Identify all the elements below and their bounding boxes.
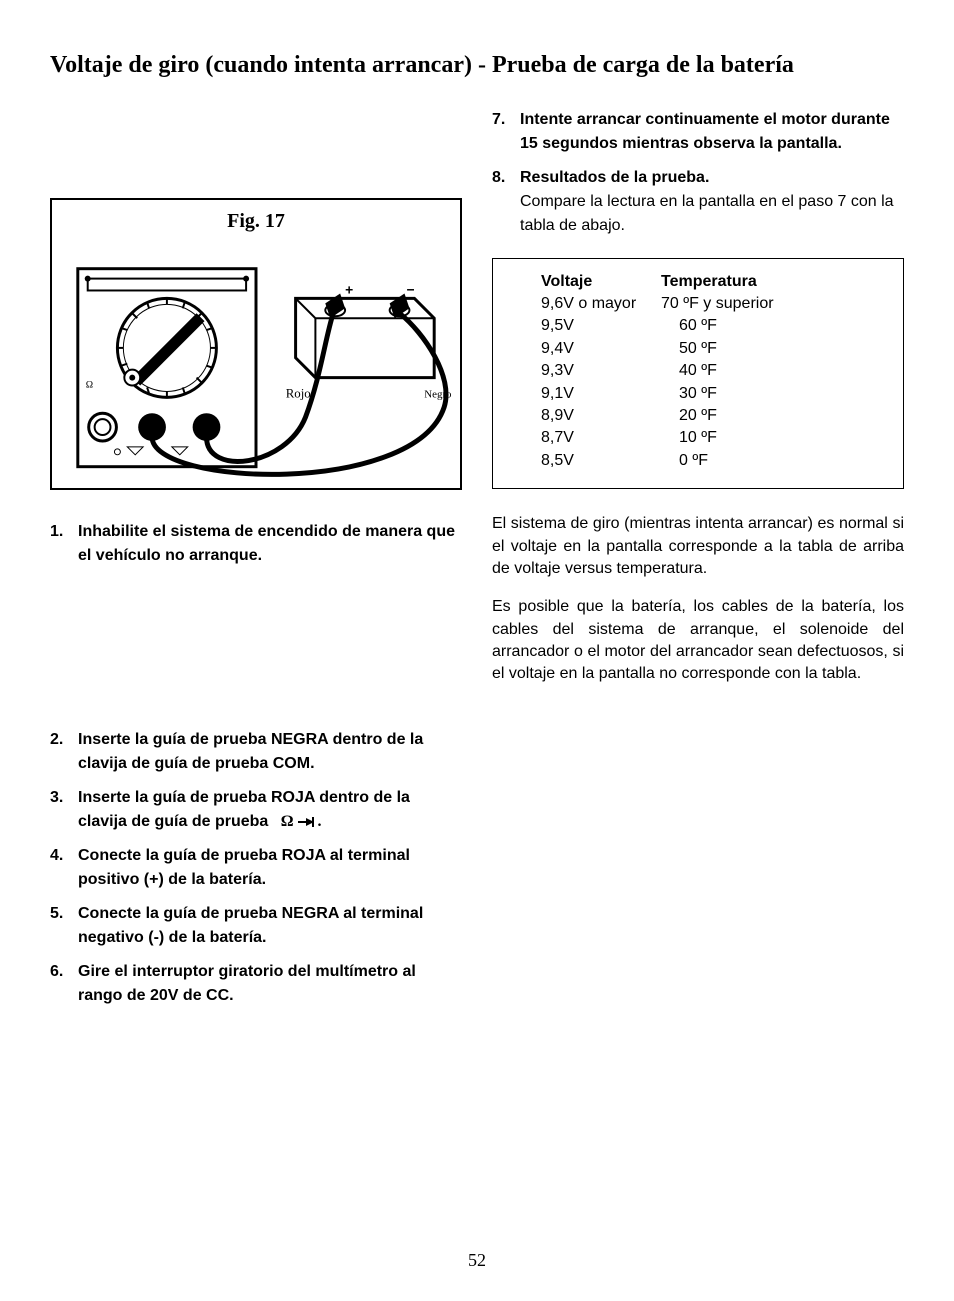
lead-black-label: Negro (424, 388, 452, 400)
right-column: Intente arrancar continuamente el motor … (492, 108, 904, 1018)
step-6-text: Gire el interruptor giratorio del multím… (78, 963, 416, 1004)
svg-text:+: + (345, 281, 353, 297)
step-2-text: Inserte la guía de prueba NEGRA dentro d… (78, 731, 423, 772)
cell-v: 9,6V o mayor (541, 293, 661, 315)
cell-v: 9,5V (541, 315, 661, 337)
steps-left: Inhabilite el sistema de encendido de ma… (50, 520, 462, 568)
step-5: Conecte la guía de prueba NEGRA al termi… (50, 902, 462, 950)
figure-caption: Fig. 17 (58, 210, 454, 233)
cell-t: 10 ºF (661, 427, 873, 449)
step-3: Inserte la guía de prueba ROJA dentro de… (50, 786, 462, 834)
table-row: 9,6V o mayor 70 ºF y superior (541, 293, 873, 315)
figure-box: Fig. 17 (50, 198, 462, 490)
step-5-text: Conecte la guía de prueba NEGRA al termi… (78, 905, 423, 946)
step-8-sub: Compare la lectura en la pantalla en el … (520, 190, 904, 238)
step-4: Conecte la guía de prueba ROJA al termin… (50, 844, 462, 892)
cell-t: 40 ºF (661, 360, 873, 382)
cell-v: 9,4V (541, 338, 661, 360)
steps-right: Intente arrancar continuamente el motor … (492, 108, 904, 238)
paragraph-1: El sistema de giro (mientras intenta arr… (492, 513, 904, 580)
cell-t: 50 ºF (661, 338, 873, 360)
step-6: Gire el interruptor giratorio del multím… (50, 960, 462, 1008)
step-7: Intente arrancar continuamente el motor … (492, 108, 904, 156)
step-1: Inhabilite el sistema de encendido de ma… (50, 520, 462, 568)
cell-t: 20 ºF (661, 405, 873, 427)
cell-v: 8,9V (541, 405, 661, 427)
svg-text:Ω: Ω (86, 379, 93, 390)
step-3-text: Inserte la guía de prueba ROJA dentro de… (78, 789, 410, 830)
step-2: Inserte la guía de prueba NEGRA dentro d… (50, 728, 462, 776)
table-row: 9,1V 30 ºF (541, 383, 873, 405)
step-1-text: Inhabilite el sistema de encendido de ma… (78, 523, 455, 564)
th-temp: Temperatura (661, 273, 873, 291)
cell-v: 8,5V (541, 450, 661, 472)
left-column: Fig. 17 (50, 108, 462, 1018)
cell-v: 8,7V (541, 427, 661, 449)
omega-symbol: Ω . (273, 813, 322, 830)
svg-text:−: − (406, 281, 414, 297)
figure-svg: Ω (58, 239, 454, 482)
cell-t: 70 ºF y superior (661, 293, 873, 315)
voltage-table: Voltaje Temperatura 9,6V o mayor 70 ºF y… (492, 258, 904, 489)
step-8-bold: Resultados de la prueba. (520, 169, 709, 186)
cell-v: 9,1V (541, 383, 661, 405)
table-row: 8,5V 0 ºF (541, 450, 873, 472)
table-row: 9,3V 40 ºF (541, 360, 873, 382)
step-4-text: Conecte la guía de prueba ROJA al termin… (78, 847, 410, 888)
columns: Fig. 17 (50, 108, 904, 1018)
table-row: 8,9V 20 ºF (541, 405, 873, 427)
cell-t: 0 ºF (661, 450, 873, 472)
table-row: 9,5V 60 ºF (541, 315, 873, 337)
lead-red-label: Rojo (286, 386, 311, 400)
spacer (50, 578, 462, 728)
steps-left-cont: Inserte la guía de prueba NEGRA dentro d… (50, 728, 462, 1008)
table-row: 8,7V 10 ºF (541, 427, 873, 449)
cell-v: 9,3V (541, 360, 661, 382)
page-title: Voltaje de giro (cuando intenta arrancar… (50, 50, 904, 80)
table-row: 9,4V 50 ºF (541, 338, 873, 360)
step-7-text: Intente arrancar continuamente el motor … (520, 111, 890, 152)
step-8: Resultados de la prueba. Compare la lect… (492, 166, 904, 238)
page: Voltaje de giro (cuando intenta arrancar… (0, 0, 954, 1301)
multimeter-diagram-icon: Ω (58, 239, 454, 477)
table-header: Voltaje Temperatura (541, 273, 873, 291)
cell-t: 60 ºF (661, 315, 873, 337)
cell-t: 30 ºF (661, 383, 873, 405)
page-number: 52 (0, 1250, 954, 1271)
th-voltage: Voltaje (541, 273, 661, 291)
paragraph-2: Es posible que la batería, los cables de… (492, 596, 904, 686)
